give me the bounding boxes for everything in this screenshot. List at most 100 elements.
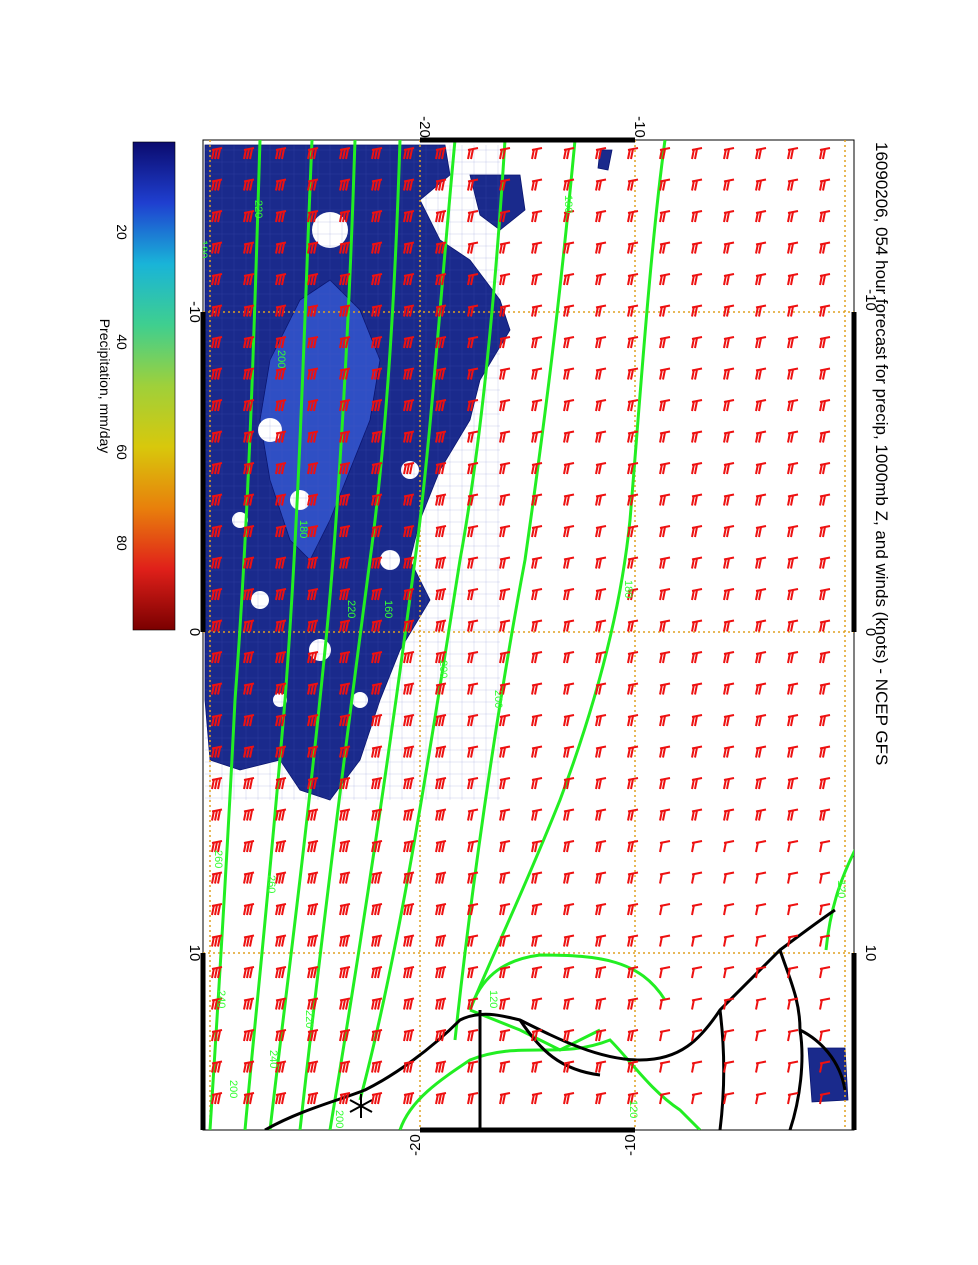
wind-barb-feather xyxy=(377,337,381,349)
wind-barb xyxy=(563,336,575,349)
wind-barb xyxy=(499,556,511,569)
wind-barb-feather xyxy=(339,841,343,853)
wind-barb xyxy=(371,241,383,254)
wind-barb xyxy=(595,745,607,758)
wind-barb-feather xyxy=(598,1030,602,1042)
wind-barb-feather xyxy=(214,400,218,412)
wind-barb-feather xyxy=(662,589,666,601)
wind-barb-feather xyxy=(409,369,413,380)
wind-barb-feather xyxy=(249,589,253,601)
wind-barb-feather xyxy=(822,621,826,632)
wind-barb xyxy=(499,525,511,538)
wind-barb-feather xyxy=(566,211,570,223)
wind-barb-feather xyxy=(313,778,317,790)
wind-barb-feather xyxy=(345,243,349,254)
wind-barb-feather xyxy=(441,180,445,191)
contour-label: 200 xyxy=(227,1080,239,1098)
wind-barb xyxy=(307,399,319,412)
wind-barb-feather xyxy=(438,495,442,506)
wind-barb-feather xyxy=(249,1062,253,1073)
wind-barb-feather xyxy=(627,652,631,664)
wind-barb xyxy=(787,556,799,569)
wind-barb-feather xyxy=(659,400,663,412)
wind-barb-feather xyxy=(377,274,381,286)
wind-barb-feather xyxy=(406,967,410,979)
wind-barb xyxy=(243,178,255,191)
wind-barb-feather xyxy=(470,369,474,380)
contour-label: 180 xyxy=(197,240,209,258)
wind-barb-feather xyxy=(662,306,666,317)
wind-barb-feather xyxy=(214,243,218,254)
wind-barb-feather xyxy=(249,652,253,664)
wind-barb-feather xyxy=(755,747,759,758)
wind-barb-feather xyxy=(246,495,250,506)
wind-barb-feather xyxy=(659,715,663,727)
wind-barb xyxy=(307,840,319,853)
wind-barb-feather xyxy=(691,652,695,664)
wind-barb-feather xyxy=(822,558,826,569)
wind-barb-feather xyxy=(377,841,381,853)
wind-barb-feather xyxy=(435,306,439,317)
wind-barb-feather xyxy=(275,810,279,821)
wind-barb-feather xyxy=(659,274,663,286)
wind-barb xyxy=(563,178,575,191)
wind-barb xyxy=(371,966,383,979)
wind-barb-feather xyxy=(281,274,285,286)
wind-barb-feather xyxy=(345,715,349,727)
wind-barb-feather xyxy=(627,778,631,790)
wind-barb-feather xyxy=(694,558,698,569)
wind-barb-feather xyxy=(246,1030,250,1042)
wind-barb xyxy=(403,682,415,695)
wind-barb-feather xyxy=(819,1030,823,1042)
wind-barb-feather xyxy=(275,526,279,538)
wind-barb-feather xyxy=(598,652,602,664)
wind-barb-feather xyxy=(723,967,727,979)
wind-barb-feather xyxy=(499,999,503,1010)
wind-barb-feather xyxy=(819,778,823,790)
wind-barb-feather xyxy=(755,369,759,380)
wind-barb-feather xyxy=(563,558,567,569)
wind-barb-feather xyxy=(659,558,663,569)
wind-barb-feather xyxy=(441,589,445,601)
wind-barb-feather xyxy=(409,589,413,601)
wind-barb-feather xyxy=(467,621,471,632)
wind-barb-feather xyxy=(374,652,378,664)
wind-barb-feather xyxy=(502,841,506,853)
wind-barb-feather xyxy=(598,558,602,569)
wind-barb-feather xyxy=(691,180,695,191)
wind-barb xyxy=(307,556,319,569)
wind-barb-feather xyxy=(246,400,250,412)
wind-barb-feather xyxy=(246,967,250,979)
wind-barb-feather xyxy=(822,652,826,664)
wind-barb xyxy=(755,777,767,790)
wind-barb xyxy=(691,178,703,191)
wind-barb xyxy=(467,1029,479,1042)
wind-barb-feather xyxy=(531,369,535,380)
wind-barb-feather xyxy=(281,936,285,947)
wind-barb-feather xyxy=(374,463,378,475)
wind-barb xyxy=(627,903,639,916)
wind-barb-feather xyxy=(409,841,413,853)
wind-barb-feather xyxy=(659,495,663,506)
wind-barb xyxy=(403,273,415,286)
wind-barb-feather xyxy=(403,306,407,317)
wind-barb-feather xyxy=(275,684,279,695)
wind-barb-feather xyxy=(691,148,695,160)
wind-barb xyxy=(755,714,767,727)
wind-barb-feather xyxy=(371,873,375,884)
wind-barb-feather xyxy=(499,684,503,695)
wind-barb-feather xyxy=(563,810,567,821)
wind-barb-feather xyxy=(441,463,445,475)
wind-barb-feather xyxy=(313,621,317,632)
wind-barb xyxy=(691,808,703,821)
wind-barb xyxy=(467,210,479,223)
wind-barb xyxy=(691,304,703,317)
wind-barb xyxy=(723,903,735,916)
wind-barb-feather xyxy=(787,306,791,317)
wind-barb xyxy=(627,367,639,380)
wind-barb-feather xyxy=(246,621,250,632)
wind-barb-feather xyxy=(374,558,378,569)
wind-barb-feather xyxy=(211,778,215,790)
wind-barb-feather xyxy=(598,526,602,538)
wind-barb-feather xyxy=(345,495,349,506)
